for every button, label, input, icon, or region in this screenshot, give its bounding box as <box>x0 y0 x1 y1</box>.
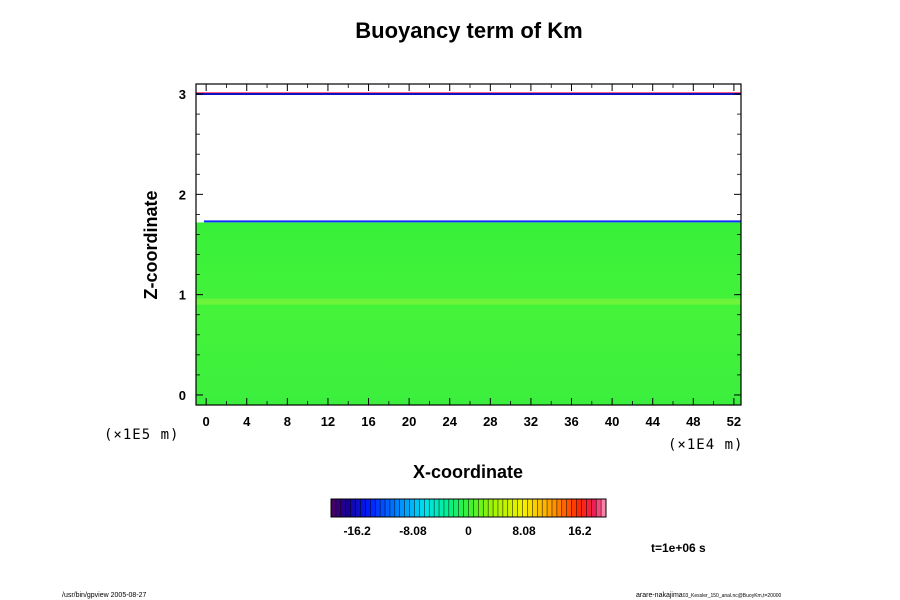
colorbar-cell <box>556 499 563 517</box>
field-region <box>196 222 741 405</box>
y-tick-label: 2 <box>179 187 186 202</box>
x-tick-label: 40 <box>605 414 619 429</box>
colorbar-cell <box>380 499 386 517</box>
heatmap-field <box>196 92 741 405</box>
colorbar-cell <box>517 499 523 517</box>
colorbar-cell <box>547 499 553 517</box>
x-axis-label: X-coordinate <box>413 462 523 482</box>
colorbar-cell <box>581 499 587 517</box>
x-tick-label: 52 <box>727 414 741 429</box>
colorbar-cell <box>576 499 582 517</box>
colorbar-cell <box>434 499 440 517</box>
footer-left: /usr/bin/gpview 2005-08-27 <box>62 592 147 599</box>
colorbar-cell <box>512 499 518 517</box>
colorbar-cell <box>478 499 484 517</box>
x-tick-label: 8 <box>284 414 291 429</box>
colorbar-cell <box>355 499 361 517</box>
colorbar-cell <box>399 499 405 517</box>
footer-right-detail: 03_Kessler_150_anal.nc@BuoyKm,t=20000 <box>683 593 782 599</box>
colorbar-cell <box>532 499 538 517</box>
colorbar-cell <box>497 499 504 517</box>
x-tick-label: 16 <box>361 414 375 429</box>
colorbar-tick-label: 16.2 <box>568 524 592 538</box>
colorbar-cell <box>542 499 548 517</box>
colorbar-cell <box>345 499 351 517</box>
y-axis-ticks: 0 1 2 3 <box>179 87 741 403</box>
colorbar-cell <box>507 499 513 517</box>
colorbar-cell <box>493 499 499 517</box>
colorbar-cell <box>551 499 558 517</box>
colorbar-cell <box>443 499 450 517</box>
colorbar-cell <box>591 499 597 517</box>
x-tick-label: 12 <box>321 414 335 429</box>
colorbar-cell <box>596 499 602 517</box>
x-tick-label: 48 <box>686 414 700 429</box>
colorbar-cell <box>488 499 494 517</box>
colorbar-tick-label: -8.08 <box>399 524 427 538</box>
colorbar-cell <box>439 499 445 517</box>
colorbar-cell <box>448 499 455 517</box>
x-tick-label: 32 <box>524 414 538 429</box>
colorbar-cell <box>566 499 572 517</box>
colorbar-cell <box>453 499 459 517</box>
colorbar-cell <box>419 499 425 517</box>
y-axis-unit: (×1E5 m) <box>104 427 179 443</box>
y-tick-label: 0 <box>179 388 186 403</box>
colorbar-cell <box>522 499 528 517</box>
colorbar <box>330 498 607 518</box>
y-tick-label: 1 <box>179 288 186 303</box>
x-tick-label: 0 <box>203 414 210 429</box>
x-tick-label: 24 <box>442 414 457 429</box>
colorbar-cell <box>429 499 435 517</box>
x-axis-ticks: 0 4 8 12 16 20 24 28 32 36 40 44 48 52 <box>203 84 741 429</box>
field-band <box>196 298 741 305</box>
colorbar-cell <box>360 499 366 517</box>
colorbar-cell <box>468 499 474 517</box>
colorbar-cell <box>335 499 342 517</box>
colorbar-cell <box>537 499 543 517</box>
colorbar-tick-label: 8.08 <box>512 524 536 538</box>
footer-right-main: arare-nakajima <box>636 592 683 599</box>
x-tick-label: 44 <box>645 414 660 429</box>
colorbar-cell <box>350 499 356 517</box>
plot-frame <box>195 83 742 406</box>
chart-title: Buoyancy term of Km <box>355 18 582 43</box>
colorbar-cell <box>458 499 464 517</box>
colorbar-cell <box>370 499 376 517</box>
colorbar-cell <box>340 499 347 517</box>
x-tick-label: 4 <box>243 414 251 429</box>
colorbar-cell <box>463 499 469 517</box>
footer-right: arare-nakajima03_Kessler_150_anal.nc@Buo… <box>636 592 782 599</box>
colorbar-tick-label: 0 <box>465 524 472 538</box>
colorbar-cell <box>571 499 577 517</box>
x-tick-label: 20 <box>402 414 416 429</box>
colorbar-cell <box>331 499 337 517</box>
colorbar-cell <box>375 499 381 517</box>
colorbar-cell <box>561 499 568 517</box>
colorbar-tick-label: -16.2 <box>343 524 371 538</box>
colorbar-cell <box>414 499 420 517</box>
x-tick-label: 28 <box>483 414 497 429</box>
time-label: t=1e+06 s <box>651 541 706 555</box>
colorbar-cell <box>404 499 410 517</box>
colorbar-cell <box>394 499 401 517</box>
colorbar-cell <box>424 499 430 517</box>
colorbar-cell <box>502 499 509 517</box>
colorbar-cell <box>483 499 489 517</box>
y-tick-label: 3 <box>179 87 186 102</box>
colorbar-frame <box>330 498 607 518</box>
x-tick-label: 36 <box>564 414 578 429</box>
colorbar-cell <box>389 499 396 517</box>
colorbar-cell <box>409 499 415 517</box>
colorbar-cell <box>601 499 607 517</box>
x-axis-unit: (×1E4 m) <box>668 437 743 453</box>
colorbar-cell <box>365 499 371 517</box>
colorbar-ticks: -16.2 -8.08 0 8.08 16.2 <box>343 524 591 538</box>
colorbar-cell <box>527 499 533 517</box>
y-axis-label: Z-coordinate <box>141 190 161 299</box>
colorbar-cell <box>586 499 592 517</box>
colorbar-cell <box>385 499 391 517</box>
colorbar-cell <box>473 499 479 517</box>
